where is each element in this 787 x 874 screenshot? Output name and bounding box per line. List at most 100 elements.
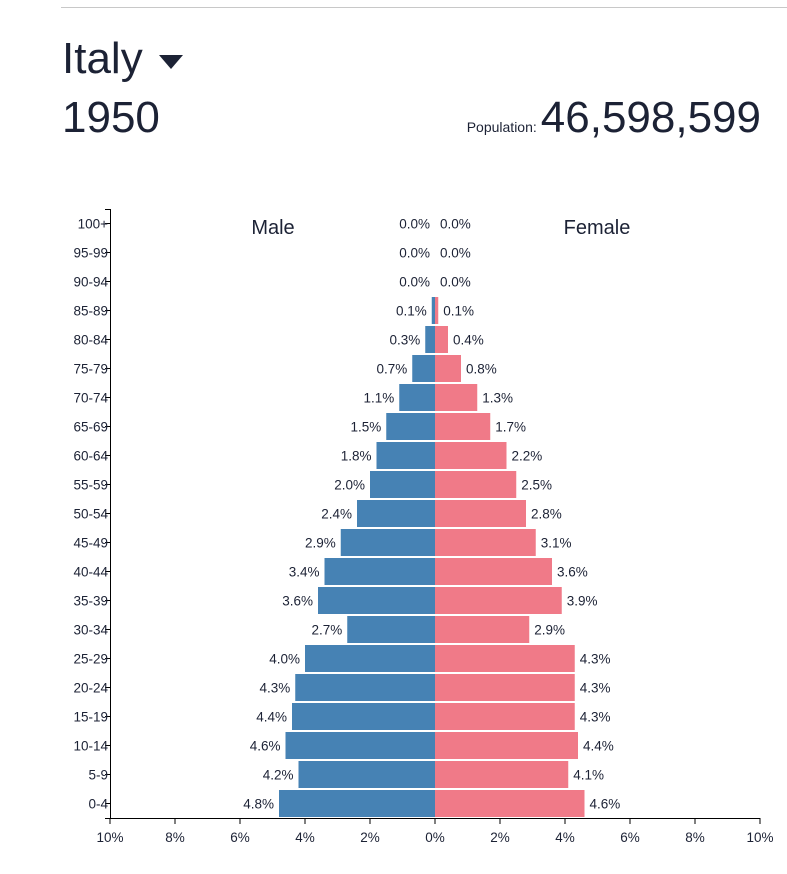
population-label: Population:: [466, 119, 537, 135]
male-bar-85-89: [431, 297, 435, 324]
male-bar-65-69: [386, 413, 435, 440]
y-tick-label-30-34: 30-34: [73, 623, 108, 638]
male-value-label: 4.2%: [263, 768, 294, 783]
female-bar-80-84: [435, 326, 448, 353]
female-bar-5-9: [435, 761, 569, 788]
female-value-label: 2.2%: [512, 449, 543, 464]
y-tick-label-45-49: 45-49: [73, 536, 108, 551]
x-tick-label: 8%: [165, 830, 185, 845]
y-tick-label-100+: 100+: [78, 217, 109, 232]
male-value-label: 0.1%: [396, 304, 427, 319]
female-value-label: 0.1%: [443, 304, 474, 319]
x-tick-label: 6%: [620, 830, 640, 845]
female-value-label: 1.7%: [495, 420, 526, 435]
male-value-label: 0.0%: [399, 275, 430, 290]
female-value-label: 0.4%: [453, 333, 484, 348]
female-bar-10-14: [435, 732, 578, 759]
y-tick-label-75-79: 75-79: [73, 362, 108, 377]
female-value-label: 2.5%: [521, 478, 552, 493]
x-tick-label: 4%: [295, 830, 315, 845]
female-value-label: 3.9%: [567, 594, 598, 609]
male-bar-75-79: [412, 355, 435, 382]
male-bar-35-39: [318, 587, 435, 614]
female-value-label: 4.3%: [580, 652, 611, 667]
female-value-label: 4.3%: [580, 681, 611, 696]
female-value-label: 0.0%: [440, 275, 471, 290]
y-tick-label-65-69: 65-69: [73, 420, 108, 435]
male-value-label: 3.6%: [282, 594, 313, 609]
female-value-label: 0.8%: [466, 362, 497, 377]
female-value-label: 2.9%: [534, 623, 565, 638]
population-value: 46,598,599: [540, 93, 761, 142]
male-bar-20-24: [295, 674, 435, 701]
series-label-male: Male: [251, 217, 294, 239]
female-bar-20-24: [435, 674, 575, 701]
year-label: 1950: [62, 93, 160, 142]
female-value-label: 3.1%: [541, 536, 572, 551]
female-value-label: 1.3%: [482, 391, 513, 406]
male-value-label: 4.6%: [250, 739, 281, 754]
top-divider: [61, 7, 787, 8]
y-tick-label-0-4: 0-4: [88, 797, 108, 812]
male-bar-25-29: [305, 645, 435, 672]
y-tick-label-40-44: 40-44: [73, 565, 108, 580]
female-value-label: 4.6%: [590, 797, 621, 812]
male-value-label: 3.4%: [289, 565, 320, 580]
male-bar-5-9: [298, 761, 435, 788]
y-tick-label-15-19: 15-19: [73, 710, 108, 725]
x-tick-label: 8%: [685, 830, 705, 845]
female-bar-25-29: [435, 645, 575, 672]
female-bar-40-44: [435, 558, 552, 585]
female-value-label: 4.4%: [583, 739, 614, 754]
male-value-label: 0.0%: [399, 246, 430, 261]
female-bar-45-49: [435, 529, 536, 556]
male-value-label: 2.0%: [334, 478, 365, 493]
female-bar-0-4: [435, 790, 585, 817]
female-bar-55-59: [435, 471, 517, 498]
y-tick-label-60-64: 60-64: [73, 449, 108, 464]
male-bar-60-64: [376, 442, 435, 469]
female-bar-70-74: [435, 384, 478, 411]
male-bar-80-84: [425, 326, 435, 353]
male-bar-15-19: [292, 703, 435, 730]
y-tick-label-70-74: 70-74: [73, 391, 108, 406]
female-bar-30-34: [435, 616, 530, 643]
female-value-label: 0.0%: [440, 246, 471, 261]
female-bar-35-39: [435, 587, 562, 614]
female-bar-50-54: [435, 500, 526, 527]
x-tick-label: 4%: [555, 830, 575, 845]
y-tick-label-90-94: 90-94: [73, 275, 108, 290]
male-bar-50-54: [357, 500, 435, 527]
female-value-label: 4.3%: [580, 710, 611, 725]
female-bar-15-19: [435, 703, 575, 730]
female-bar-75-79: [435, 355, 461, 382]
country-selector[interactable]: Italy: [62, 33, 183, 85]
male-value-label: 1.5%: [350, 420, 381, 435]
y-tick-label-80-84: 80-84: [73, 333, 108, 348]
x-tick-label: 2%: [360, 830, 380, 845]
y-tick-label-20-24: 20-24: [73, 681, 108, 696]
population-pyramid-chart: Male Female 4.8% 4.6% 0-4 4.2% 4.1% 5-9 4.6% 4.4%…: [73, 209, 774, 845]
y-tick-label-10-14: 10-14: [73, 739, 108, 754]
y-tick-label-5-9: 5-9: [88, 768, 108, 783]
male-value-label: 2.9%: [305, 536, 336, 551]
series-label-female: Female: [564, 217, 631, 239]
male-bar-70-74: [399, 384, 435, 411]
x-tick-label: 10%: [96, 830, 123, 845]
male-value-label: 4.3%: [259, 681, 290, 696]
y-tick-label-25-29: 25-29: [73, 652, 108, 667]
male-value-label: 0.7%: [376, 362, 407, 377]
x-tick-label: 2%: [490, 830, 510, 845]
male-value-label: 0.0%: [399, 217, 430, 232]
y-tick-label-35-39: 35-39: [73, 594, 108, 609]
male-value-label: 1.1%: [363, 391, 394, 406]
male-bar-45-49: [340, 529, 435, 556]
male-value-label: 4.0%: [269, 652, 300, 667]
y-axis-line: [105, 209, 111, 819]
male-bar-10-14: [285, 732, 435, 759]
male-value-label: 0.3%: [389, 333, 420, 348]
caret-down-icon[interactable]: [158, 55, 183, 69]
female-value-label: 2.8%: [531, 507, 562, 522]
male-bar-40-44: [324, 558, 435, 585]
male-value-label: 4.4%: [256, 710, 287, 725]
